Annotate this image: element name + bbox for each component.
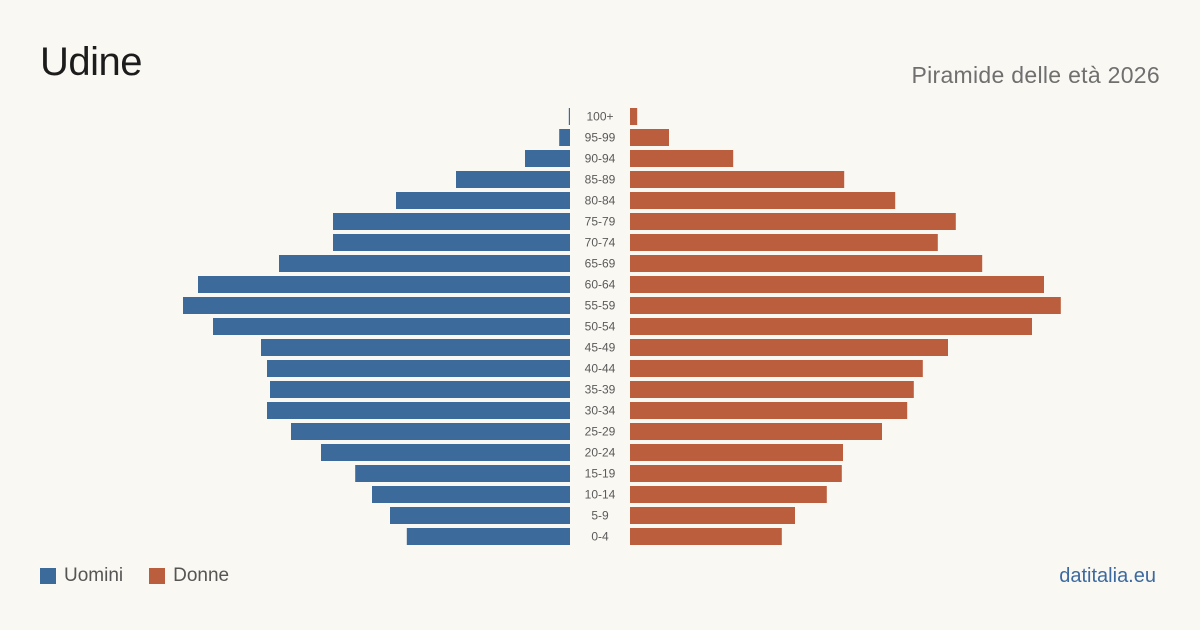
bar-women-65-69 bbox=[630, 255, 983, 272]
age-label-100+: 100+ bbox=[586, 110, 613, 124]
bar-men-35-39 bbox=[270, 381, 570, 398]
age-label-25-29: 25-29 bbox=[585, 425, 616, 439]
bar-men-100+ bbox=[568, 108, 570, 125]
legend-label-women: Donne bbox=[173, 565, 230, 586]
bar-women-60-64 bbox=[630, 276, 1044, 293]
legend-swatch-women bbox=[149, 568, 166, 584]
bar-women-0-4 bbox=[630, 528, 782, 545]
bar-women-10-14 bbox=[630, 486, 827, 503]
age-label-70-74: 70-74 bbox=[585, 236, 616, 250]
bar-men-15-19 bbox=[355, 465, 570, 482]
bar-men-60-64 bbox=[198, 276, 570, 293]
bar-women-40-44 bbox=[630, 360, 923, 377]
chart-subtitle: Piramide delle età 2026 bbox=[911, 62, 1160, 88]
bar-women-30-34 bbox=[630, 402, 908, 419]
page-title: Udine bbox=[40, 40, 143, 84]
bar-women-25-29 bbox=[630, 423, 882, 440]
bar-men-95-99 bbox=[559, 129, 570, 146]
bar-men-80-84 bbox=[396, 192, 570, 209]
bar-women-100+ bbox=[630, 108, 638, 125]
bar-women-90-94 bbox=[630, 150, 734, 167]
age-label-20-24: 20-24 bbox=[585, 446, 616, 460]
legend-item-men: Uomini bbox=[40, 565, 123, 587]
bar-men-40-44 bbox=[267, 360, 570, 377]
age-label-95-99: 95-99 bbox=[585, 131, 616, 145]
bar-women-75-79 bbox=[630, 213, 956, 230]
bar-men-90-94 bbox=[525, 150, 570, 167]
legend-swatch-men bbox=[40, 568, 56, 584]
bar-women-70-74 bbox=[630, 234, 938, 251]
bar-men-30-34 bbox=[267, 402, 570, 419]
age-label-80-84: 80-84 bbox=[585, 194, 616, 208]
women-bars-group bbox=[630, 108, 1061, 545]
bar-men-65-69 bbox=[279, 255, 570, 272]
age-label-30-34: 30-34 bbox=[585, 404, 616, 418]
bar-men-85-89 bbox=[456, 171, 570, 188]
bar-women-85-89 bbox=[630, 171, 845, 188]
bar-men-5-9 bbox=[390, 507, 570, 524]
age-label-75-79: 75-79 bbox=[585, 215, 616, 229]
bar-women-95-99 bbox=[630, 129, 669, 146]
age-label-10-14: 10-14 bbox=[585, 488, 616, 502]
bar-men-25-29 bbox=[291, 423, 570, 440]
age-label-35-39: 35-39 bbox=[585, 383, 616, 397]
age-label-45-49: 45-49 bbox=[585, 341, 616, 355]
bar-men-50-54 bbox=[213, 318, 570, 335]
bar-men-20-24 bbox=[321, 444, 570, 461]
bar-women-35-39 bbox=[630, 381, 914, 398]
age-label-5-9: 5-9 bbox=[591, 509, 609, 523]
age-label-40-44: 40-44 bbox=[585, 362, 616, 376]
age-label-90-94: 90-94 bbox=[585, 152, 616, 166]
men-bars-group bbox=[183, 108, 570, 545]
bar-women-50-54 bbox=[630, 318, 1032, 335]
legend-label-men: Uomini bbox=[64, 565, 124, 586]
bar-men-45-49 bbox=[261, 339, 570, 356]
age-label-55-59: 55-59 bbox=[585, 299, 616, 313]
bar-women-20-24 bbox=[630, 444, 843, 461]
bar-women-80-84 bbox=[630, 192, 896, 209]
age-label-50-54: 50-54 bbox=[585, 320, 616, 334]
bar-women-5-9 bbox=[630, 507, 795, 524]
age-label-15-19: 15-19 bbox=[585, 467, 616, 481]
legend: Uomini Donne bbox=[40, 565, 229, 587]
bar-men-70-74 bbox=[333, 234, 570, 251]
legend-item-women: Donne bbox=[149, 565, 229, 587]
age-label-65-69: 65-69 bbox=[585, 257, 616, 271]
age-label-0-4: 0-4 bbox=[591, 530, 609, 544]
bar-women-15-19 bbox=[630, 465, 842, 482]
bar-women-45-49 bbox=[630, 339, 948, 356]
source-link[interactable]: datitalia.eu bbox=[1059, 565, 1156, 587]
bar-men-55-59 bbox=[183, 297, 570, 314]
age-labels-group: 100+ 95-99 90-94 85-89 80-84 75-79 70-74 65-69 6… bbox=[585, 110, 616, 544]
bar-men-75-79 bbox=[333, 213, 570, 230]
age-label-85-89: 85-89 bbox=[585, 173, 616, 187]
bar-men-0-4 bbox=[406, 528, 570, 545]
bar-men-10-14 bbox=[372, 486, 570, 503]
age-label-60-64: 60-64 bbox=[585, 278, 616, 292]
bar-women-55-59 bbox=[630, 297, 1061, 314]
